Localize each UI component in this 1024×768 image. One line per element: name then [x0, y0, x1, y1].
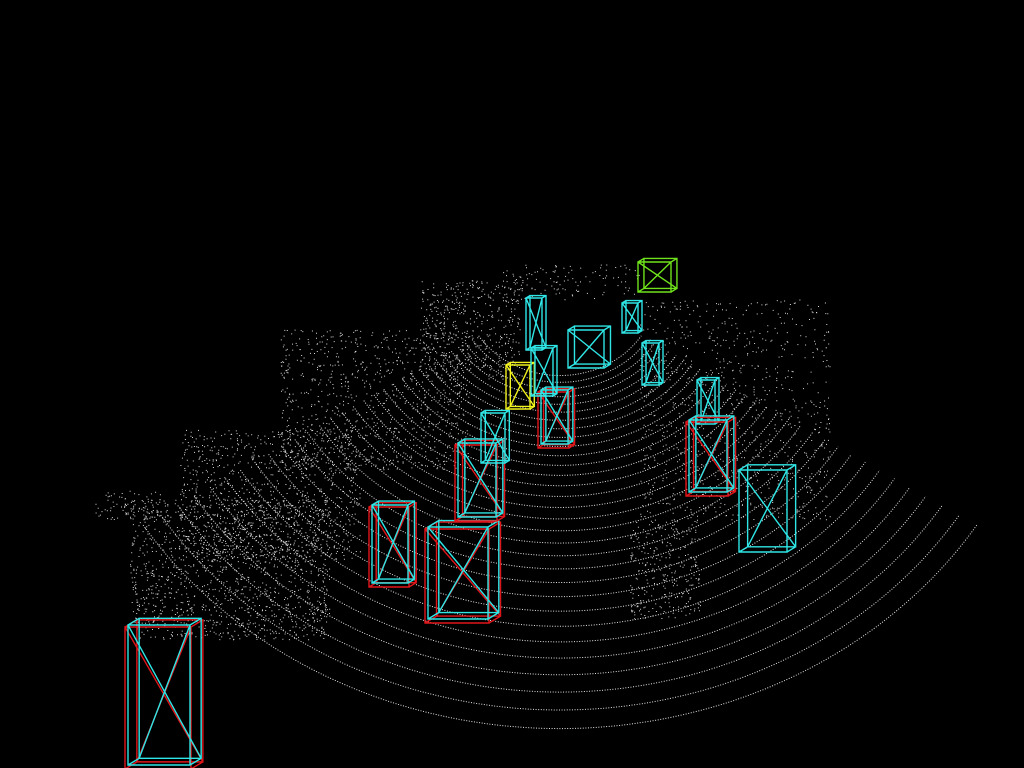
prediction-box-edges [457, 438, 504, 518]
ground-ring [160, 514, 960, 711]
prediction-box-edges [480, 409, 511, 464]
ground-ring [471, 339, 649, 383]
prediction-box-edges [738, 464, 797, 553]
prediction-box [127, 617, 202, 766]
ground-ring [268, 454, 852, 598]
other-box [637, 257, 678, 293]
prediction-box-edges [621, 299, 643, 334]
ground-ring [392, 383, 728, 466]
prediction-box [457, 438, 504, 518]
prediction-box-edges [371, 500, 416, 584]
prediction-box [480, 409, 511, 464]
ground-ring [443, 355, 677, 413]
ground-ring [383, 389, 737, 476]
ground-ring [319, 425, 801, 544]
prediction-box-edges [688, 415, 735, 493]
ground-ring [254, 461, 866, 612]
prediction-box [688, 415, 735, 493]
cyclist-box-edges [505, 361, 536, 410]
ground-ring [281, 446, 839, 583]
prediction-box [567, 325, 612, 369]
prediction-box-edges [641, 339, 664, 386]
ground-ring [363, 400, 757, 497]
prediction-box [641, 339, 664, 386]
ground-ring [294, 439, 826, 570]
prediction-box-edges [127, 617, 202, 766]
ground-ring [427, 364, 693, 430]
ground-ring [419, 368, 701, 438]
ground-ring [352, 406, 768, 509]
ground-ring [193, 495, 927, 676]
ground-ring [177, 505, 943, 693]
ground-ring [410, 373, 710, 447]
ground-scan-rings [142, 335, 978, 730]
prediction-box-edges [540, 386, 574, 445]
ground-ring [458, 346, 662, 398]
prediction-box [621, 299, 643, 334]
prediction-box [738, 464, 797, 553]
bounding-boxes [124, 257, 797, 768]
cyclist-box [505, 361, 536, 410]
prediction-box-edges [567, 325, 612, 369]
prediction-box [371, 500, 416, 584]
ground-ring [209, 486, 911, 659]
prediction-box-edges [530, 344, 558, 397]
ground-ring [225, 478, 895, 643]
ground-ring [478, 335, 642, 376]
prediction-box-edges [525, 294, 547, 351]
prediction-box [427, 519, 500, 620]
ground-ring [306, 432, 814, 557]
prediction-box [525, 294, 547, 351]
other-box-edges [637, 257, 678, 293]
prediction-box [530, 344, 558, 397]
ground-ring [142, 524, 978, 730]
ground-ring [239, 469, 881, 627]
prediction-box [540, 386, 574, 445]
ground-ring [450, 350, 670, 405]
prediction-box-edges [427, 519, 500, 620]
